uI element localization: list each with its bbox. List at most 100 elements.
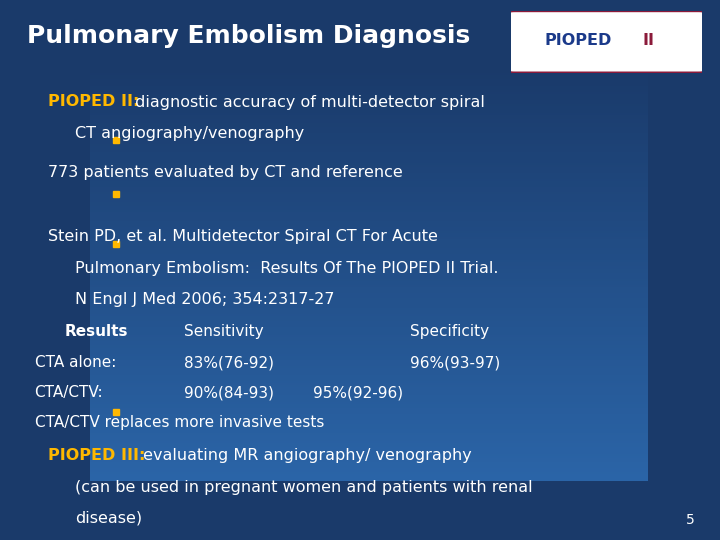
Bar bbox=[90, 435, 648, 437]
Bar bbox=[90, 385, 648, 387]
Bar bbox=[90, 225, 648, 227]
Bar bbox=[90, 408, 648, 410]
Bar bbox=[90, 308, 648, 310]
Bar bbox=[90, 460, 648, 462]
Bar bbox=[90, 109, 648, 111]
Bar bbox=[90, 341, 648, 343]
Bar bbox=[90, 136, 648, 138]
Bar bbox=[90, 94, 648, 96]
Bar bbox=[90, 223, 648, 225]
Bar bbox=[90, 370, 648, 373]
Bar bbox=[90, 393, 648, 395]
Bar bbox=[90, 231, 648, 233]
Text: 95%(92-96): 95%(92-96) bbox=[313, 385, 403, 400]
Text: PIOPED III:: PIOPED III: bbox=[48, 448, 145, 463]
Text: 83%(76-92): 83%(76-92) bbox=[184, 355, 274, 370]
Text: II: II bbox=[642, 33, 654, 48]
Bar bbox=[90, 102, 648, 104]
Bar bbox=[90, 114, 648, 117]
Bar bbox=[90, 167, 648, 168]
Bar bbox=[90, 235, 648, 238]
Bar bbox=[90, 283, 648, 285]
Bar bbox=[90, 85, 648, 87]
Bar bbox=[90, 150, 648, 152]
Bar bbox=[90, 233, 648, 235]
Bar bbox=[90, 298, 648, 300]
Text: Specificity: Specificity bbox=[410, 324, 490, 339]
Bar bbox=[90, 163, 648, 165]
Text: CT angiography/venography: CT angiography/venography bbox=[75, 126, 304, 141]
Bar bbox=[90, 406, 648, 408]
Bar bbox=[90, 381, 648, 383]
Bar bbox=[90, 173, 648, 175]
Bar bbox=[90, 325, 648, 327]
Bar bbox=[90, 146, 648, 148]
Bar bbox=[90, 187, 648, 190]
Bar bbox=[90, 418, 648, 420]
Bar bbox=[90, 117, 648, 119]
Bar bbox=[90, 304, 648, 306]
Text: Stein PD, et al. Multidetector Spiral CT For Acute: Stein PD, et al. Multidetector Spiral CT… bbox=[48, 230, 437, 245]
Bar bbox=[90, 121, 648, 123]
Bar bbox=[90, 322, 648, 325]
Bar bbox=[90, 260, 648, 262]
Bar bbox=[90, 125, 648, 127]
Bar bbox=[90, 295, 648, 298]
Bar bbox=[90, 456, 648, 458]
Bar bbox=[90, 258, 648, 260]
Text: Results: Results bbox=[65, 324, 128, 339]
Bar bbox=[90, 292, 648, 294]
Bar bbox=[90, 462, 648, 464]
Bar bbox=[90, 238, 648, 239]
Bar bbox=[90, 285, 648, 287]
Bar bbox=[90, 447, 648, 449]
Bar bbox=[90, 273, 648, 275]
Bar bbox=[90, 389, 648, 391]
Bar bbox=[90, 478, 648, 481]
Bar bbox=[90, 349, 648, 352]
Bar bbox=[90, 268, 648, 271]
Bar bbox=[90, 123, 648, 125]
Text: (can be used in pregnant women and patients with renal: (can be used in pregnant women and patie… bbox=[75, 480, 533, 495]
Bar bbox=[90, 358, 648, 360]
Bar bbox=[90, 410, 648, 412]
Bar bbox=[90, 214, 648, 217]
Bar bbox=[90, 366, 648, 368]
Text: 773 patients evaluated by CT and reference: 773 patients evaluated by CT and referen… bbox=[48, 165, 402, 180]
Bar bbox=[90, 472, 648, 474]
Bar bbox=[90, 200, 648, 202]
Bar bbox=[90, 79, 648, 82]
Text: Pulmonary Embolism Diagnosis: Pulmonary Embolism Diagnosis bbox=[27, 24, 471, 48]
Bar bbox=[90, 400, 648, 402]
Bar bbox=[90, 111, 648, 113]
Bar bbox=[90, 65, 648, 67]
Text: 96%(93-97): 96%(93-97) bbox=[410, 355, 500, 370]
Bar bbox=[90, 312, 648, 314]
Bar bbox=[90, 75, 648, 77]
Bar bbox=[90, 433, 648, 435]
Bar bbox=[90, 171, 648, 173]
Bar bbox=[90, 348, 648, 349]
Bar bbox=[90, 277, 648, 279]
Bar bbox=[90, 279, 648, 281]
Bar bbox=[90, 154, 648, 156]
Bar bbox=[90, 412, 648, 414]
Bar bbox=[90, 377, 648, 379]
Bar bbox=[90, 210, 648, 212]
Bar bbox=[90, 168, 648, 171]
Bar bbox=[90, 217, 648, 219]
Bar bbox=[90, 316, 648, 319]
Text: 5: 5 bbox=[686, 512, 695, 526]
Bar bbox=[90, 248, 648, 250]
Text: PIOPED: PIOPED bbox=[544, 33, 612, 48]
Bar bbox=[90, 416, 648, 418]
Bar bbox=[90, 192, 648, 194]
Text: PIOPED II:: PIOPED II: bbox=[48, 94, 139, 110]
Bar bbox=[90, 306, 648, 308]
Bar bbox=[90, 404, 648, 406]
Bar bbox=[90, 383, 648, 385]
Bar bbox=[90, 129, 648, 131]
Text: N Engl J Med 2006; 354:2317-27: N Engl J Med 2006; 354:2317-27 bbox=[75, 292, 334, 307]
Bar bbox=[90, 375, 648, 377]
Bar bbox=[90, 395, 648, 397]
